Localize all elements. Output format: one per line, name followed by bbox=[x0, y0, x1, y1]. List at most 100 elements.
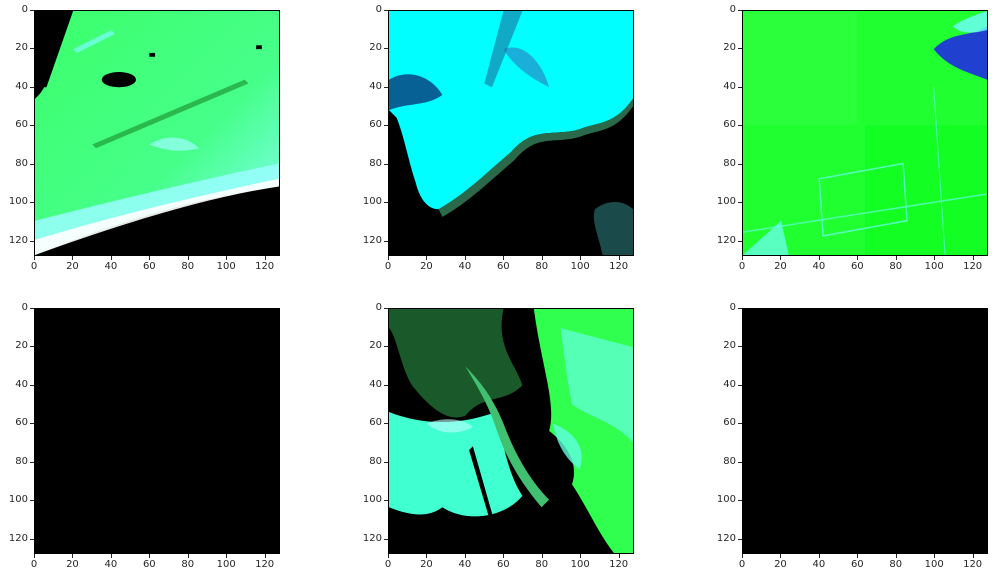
y-tick-mark bbox=[738, 202, 742, 204]
y-tick-label: 0 bbox=[21, 302, 28, 313]
x-tick-label: 80 bbox=[181, 261, 195, 272]
y-tick-label: 40 bbox=[723, 378, 736, 390]
y-tick-mark bbox=[384, 461, 388, 463]
x-tick-label: 60 bbox=[850, 261, 864, 272]
y-tick-label: 0 bbox=[375, 4, 382, 15]
blank-image bbox=[35, 309, 279, 553]
satellite-image-bay bbox=[389, 11, 633, 255]
y-tick-label: 20 bbox=[15, 340, 28, 352]
x-tick-mark bbox=[503, 256, 505, 260]
y-tick-label: 80 bbox=[15, 455, 28, 467]
y-tick-label: 0 bbox=[21, 4, 28, 15]
y-tick-mark bbox=[30, 10, 34, 11]
x-tick-label: 40 bbox=[458, 261, 472, 272]
y-tick-mark bbox=[738, 308, 742, 309]
y-tick-label: 120 bbox=[716, 532, 736, 544]
x-tick-label: 80 bbox=[889, 559, 903, 570]
satellite-image-delta bbox=[389, 309, 633, 553]
x-tick-mark bbox=[972, 256, 974, 260]
x-tick-label: 60 bbox=[142, 261, 156, 272]
x-tick-label: 40 bbox=[812, 559, 826, 570]
y-tick-mark bbox=[30, 461, 34, 463]
x-tick-label: 20 bbox=[66, 261, 79, 272]
y-tick-mark bbox=[738, 500, 742, 502]
y-tick-mark bbox=[30, 163, 34, 165]
x-tick-label: 80 bbox=[889, 261, 903, 272]
y-tick-label: 20 bbox=[723, 42, 736, 54]
x-tick-mark bbox=[226, 256, 228, 260]
x-tick-mark bbox=[780, 256, 782, 260]
image-panel-5 bbox=[388, 308, 634, 554]
x-tick-mark bbox=[149, 256, 151, 260]
x-tick-mark bbox=[934, 554, 936, 558]
x-tick-mark bbox=[742, 256, 743, 260]
y-tick-label: 100 bbox=[8, 196, 28, 208]
x-tick-label: 40 bbox=[104, 261, 118, 272]
x-tick-label: 60 bbox=[496, 559, 510, 570]
y-tick-label: 100 bbox=[716, 196, 736, 208]
satellite-image-coastal bbox=[35, 11, 279, 255]
x-tick-label: 80 bbox=[535, 559, 549, 570]
y-tick-label: 0 bbox=[729, 302, 736, 313]
y-tick-label: 100 bbox=[716, 494, 736, 506]
image-panel-3 bbox=[742, 10, 988, 256]
image-panel-6 bbox=[742, 308, 988, 554]
x-tick-label: 120 bbox=[609, 261, 629, 272]
y-tick-label: 80 bbox=[723, 157, 736, 169]
satellite-image-field bbox=[743, 11, 987, 255]
x-tick-mark bbox=[503, 554, 505, 558]
y-tick-label: 80 bbox=[369, 455, 382, 467]
y-tick-mark bbox=[738, 384, 742, 386]
x-tick-label: 20 bbox=[774, 559, 787, 570]
y-tick-label: 60 bbox=[369, 119, 382, 131]
x-tick-label: 40 bbox=[812, 261, 826, 272]
image-panel-2 bbox=[388, 10, 634, 256]
y-tick-label: 120 bbox=[362, 234, 382, 246]
x-tick-mark bbox=[264, 554, 266, 558]
x-tick-mark bbox=[149, 554, 151, 558]
x-tick-label: 40 bbox=[104, 559, 118, 570]
image-panel-1 bbox=[34, 10, 280, 256]
x-tick-label: 0 bbox=[30, 261, 38, 272]
y-tick-label: 100 bbox=[362, 494, 382, 506]
x-tick-mark bbox=[857, 256, 859, 260]
y-tick-label: 40 bbox=[369, 80, 382, 92]
y-tick-mark bbox=[738, 538, 742, 540]
x-tick-label: 100 bbox=[570, 559, 590, 570]
y-tick-mark bbox=[384, 86, 388, 88]
y-tick-mark bbox=[738, 461, 742, 463]
y-tick-mark bbox=[738, 86, 742, 88]
x-tick-mark bbox=[742, 554, 743, 558]
x-tick-mark bbox=[72, 256, 74, 260]
y-tick-mark bbox=[30, 125, 34, 127]
x-tick-mark bbox=[580, 554, 582, 558]
x-tick-mark bbox=[187, 554, 189, 558]
y-tick-label: 20 bbox=[15, 42, 28, 54]
y-tick-label: 60 bbox=[15, 417, 28, 429]
y-tick-label: 120 bbox=[8, 234, 28, 246]
x-tick-mark bbox=[541, 256, 543, 260]
y-tick-mark bbox=[384, 125, 388, 127]
y-tick-mark bbox=[30, 538, 34, 540]
y-tick-label: 120 bbox=[362, 532, 382, 544]
y-tick-mark bbox=[30, 423, 34, 425]
y-tick-label: 40 bbox=[15, 378, 28, 390]
y-tick-mark bbox=[738, 125, 742, 127]
x-tick-mark bbox=[618, 256, 620, 260]
x-tick-mark bbox=[187, 256, 189, 260]
x-tick-mark bbox=[426, 256, 428, 260]
x-tick-mark bbox=[895, 256, 897, 260]
x-tick-label: 0 bbox=[30, 559, 38, 570]
y-tick-mark bbox=[738, 346, 742, 348]
y-tick-mark bbox=[30, 202, 34, 204]
y-tick-mark bbox=[384, 384, 388, 386]
y-tick-label: 80 bbox=[15, 157, 28, 169]
y-tick-mark bbox=[384, 10, 388, 11]
y-tick-mark bbox=[738, 240, 742, 242]
x-tick-label: 100 bbox=[924, 559, 944, 570]
y-tick-mark bbox=[738, 423, 742, 425]
x-tick-label: 120 bbox=[255, 261, 275, 272]
y-tick-mark bbox=[384, 240, 388, 242]
y-tick-mark bbox=[384, 308, 388, 309]
x-tick-mark bbox=[110, 554, 112, 558]
